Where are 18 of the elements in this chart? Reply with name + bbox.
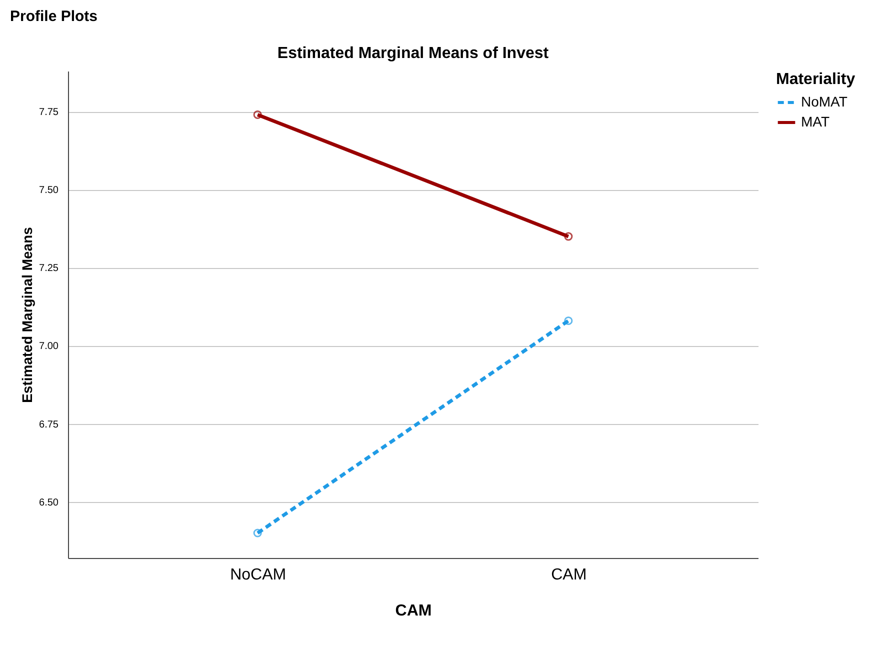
point xyxy=(253,110,262,119)
x-tick-label: NoCAM xyxy=(230,566,286,584)
chart-title: Estimated Marginal Means of Invest xyxy=(277,45,550,62)
y-tick-label: 7.25 xyxy=(39,263,59,274)
point xyxy=(253,528,262,538)
y-tick-label: 7.00 xyxy=(39,341,59,352)
legend-title: Materiality xyxy=(776,71,856,88)
legend-label: NoMAT xyxy=(801,94,848,110)
point xyxy=(564,316,573,326)
y-tick-label: 7.75 xyxy=(39,107,59,118)
text: Profile Plots xyxy=(10,8,98,25)
y-tick-label: 6.50 xyxy=(39,497,59,508)
y-tick-label: 7.50 xyxy=(39,185,59,196)
x-axis-title: CAM xyxy=(395,602,432,620)
point xyxy=(564,232,573,241)
legend-label: MAT xyxy=(801,114,830,130)
y-tick-label: 6.75 xyxy=(39,419,59,430)
y-axis-title: Estimated Marginal Means xyxy=(19,226,36,403)
